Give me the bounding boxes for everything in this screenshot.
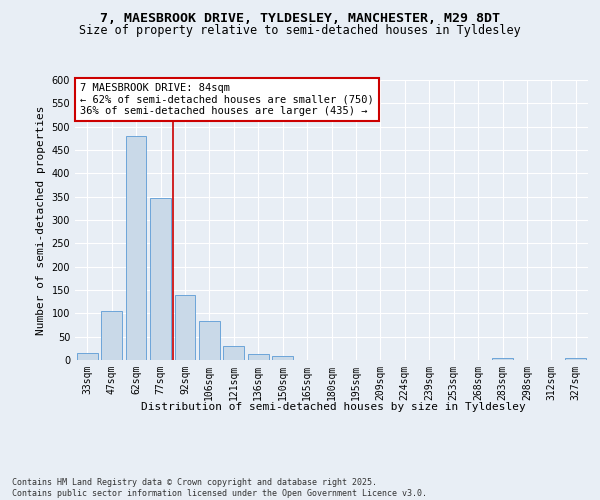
Bar <box>199 322 220 360</box>
Y-axis label: Number of semi-detached properties: Number of semi-detached properties <box>36 106 46 335</box>
Bar <box>492 358 513 360</box>
Bar <box>125 136 146 360</box>
Bar <box>150 198 171 360</box>
Bar <box>101 311 122 360</box>
Bar <box>223 346 244 360</box>
Bar <box>248 354 269 360</box>
Text: Contains HM Land Registry data © Crown copyright and database right 2025.
Contai: Contains HM Land Registry data © Crown c… <box>12 478 427 498</box>
Text: Size of property relative to semi-detached houses in Tyldesley: Size of property relative to semi-detach… <box>79 24 521 37</box>
Bar <box>272 356 293 360</box>
Bar <box>175 294 196 360</box>
Text: 7 MAESBROOK DRIVE: 84sqm
← 62% of semi-detached houses are smaller (750)
36% of : 7 MAESBROOK DRIVE: 84sqm ← 62% of semi-d… <box>80 83 374 116</box>
Text: 7, MAESBROOK DRIVE, TYLDESLEY, MANCHESTER, M29 8DT: 7, MAESBROOK DRIVE, TYLDESLEY, MANCHESTE… <box>100 12 500 26</box>
Text: Distribution of semi-detached houses by size in Tyldesley: Distribution of semi-detached houses by … <box>140 402 526 412</box>
Bar <box>565 358 586 360</box>
Bar <box>77 353 98 360</box>
